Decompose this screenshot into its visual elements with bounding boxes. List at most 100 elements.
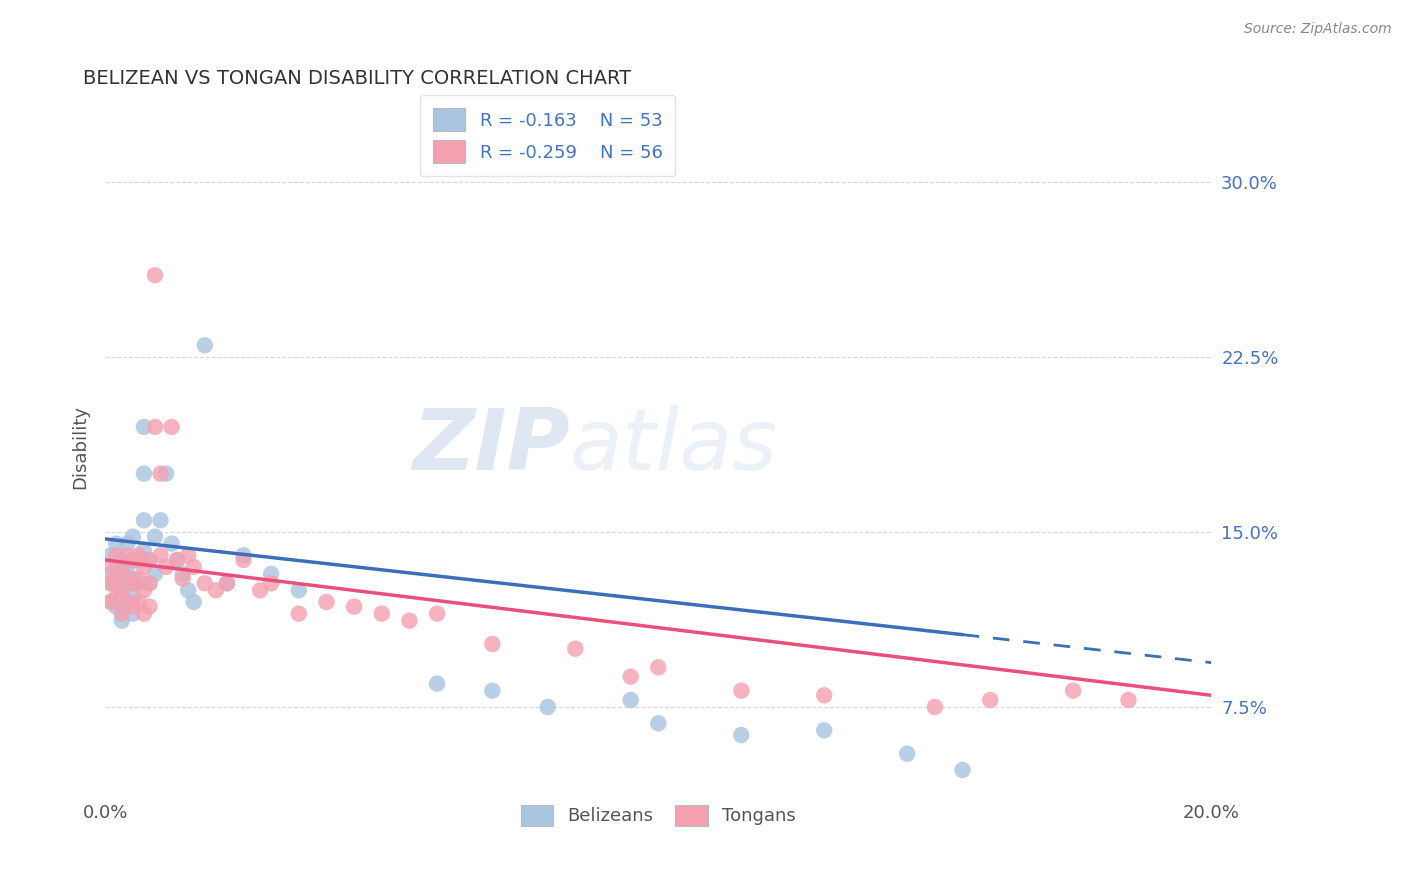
- Point: [896, 747, 918, 761]
- Point: [155, 560, 177, 574]
- Text: ZIP: ZIP: [412, 405, 569, 488]
- Point: [260, 576, 283, 591]
- Point: [215, 576, 238, 591]
- Point: [166, 553, 188, 567]
- Point: [138, 553, 160, 567]
- Point: [232, 549, 254, 563]
- Point: [813, 723, 835, 738]
- Point: [100, 560, 122, 574]
- Point: [117, 595, 139, 609]
- Text: atlas: atlas: [569, 405, 778, 488]
- Point: [122, 553, 145, 567]
- Point: [194, 576, 217, 591]
- Point: [143, 420, 166, 434]
- Point: [924, 700, 946, 714]
- Point: [143, 268, 166, 283]
- Point: [288, 607, 311, 621]
- Point: [100, 595, 122, 609]
- Point: [564, 641, 586, 656]
- Point: [132, 583, 155, 598]
- Point: [111, 583, 134, 598]
- Point: [111, 553, 134, 567]
- Point: [160, 420, 183, 434]
- Point: [647, 716, 669, 731]
- Point: [127, 576, 149, 591]
- Point: [249, 583, 271, 598]
- Point: [730, 728, 752, 742]
- Point: [1062, 683, 1084, 698]
- Point: [183, 595, 205, 609]
- Point: [177, 549, 200, 563]
- Point: [288, 583, 311, 598]
- Point: [979, 693, 1001, 707]
- Point: [371, 607, 394, 621]
- Point: [117, 576, 139, 591]
- Point: [481, 637, 503, 651]
- Point: [172, 572, 194, 586]
- Point: [232, 553, 254, 567]
- Point: [952, 763, 974, 777]
- Point: [100, 566, 122, 581]
- Point: [132, 543, 155, 558]
- Point: [117, 560, 139, 574]
- Point: [127, 572, 149, 586]
- Point: [132, 420, 155, 434]
- Point: [138, 576, 160, 591]
- Point: [122, 607, 145, 621]
- Point: [127, 595, 149, 609]
- Point: [155, 467, 177, 481]
- Point: [122, 576, 145, 591]
- Point: [122, 591, 145, 605]
- Point: [426, 676, 449, 690]
- Point: [117, 549, 139, 563]
- Point: [183, 560, 205, 574]
- Point: [143, 530, 166, 544]
- Point: [620, 693, 643, 707]
- Point: [111, 560, 134, 574]
- Point: [537, 700, 560, 714]
- Point: [105, 599, 128, 614]
- Point: [813, 689, 835, 703]
- Point: [105, 549, 128, 563]
- Point: [1118, 693, 1140, 707]
- Point: [138, 553, 160, 567]
- Text: BELIZEAN VS TONGAN DISABILITY CORRELATION CHART: BELIZEAN VS TONGAN DISABILITY CORRELATIO…: [83, 69, 631, 87]
- Point: [138, 599, 160, 614]
- Point: [160, 536, 183, 550]
- Point: [194, 338, 217, 352]
- Point: [730, 683, 752, 698]
- Point: [100, 549, 122, 563]
- Point: [398, 614, 420, 628]
- Point: [111, 607, 134, 621]
- Point: [166, 553, 188, 567]
- Point: [111, 614, 134, 628]
- Point: [260, 566, 283, 581]
- Point: [111, 599, 134, 614]
- Point: [132, 607, 155, 621]
- Point: [111, 572, 134, 586]
- Point: [105, 560, 128, 574]
- Point: [143, 566, 166, 581]
- Point: [127, 549, 149, 563]
- Point: [620, 670, 643, 684]
- Point: [122, 599, 145, 614]
- Point: [215, 576, 238, 591]
- Point: [343, 599, 366, 614]
- Point: [647, 660, 669, 674]
- Point: [132, 513, 155, 527]
- Point: [205, 583, 228, 598]
- Point: [100, 576, 122, 591]
- Point: [105, 536, 128, 550]
- Point: [132, 467, 155, 481]
- Point: [105, 591, 128, 605]
- Point: [111, 583, 134, 598]
- Y-axis label: Disability: Disability: [72, 405, 89, 489]
- Point: [122, 572, 145, 586]
- Point: [105, 572, 128, 586]
- Point: [122, 553, 145, 567]
- Point: [122, 530, 145, 544]
- Legend: Belizeans, Tongans: Belizeans, Tongans: [513, 797, 803, 833]
- Point: [100, 595, 122, 609]
- Point: [315, 595, 337, 609]
- Point: [117, 536, 139, 550]
